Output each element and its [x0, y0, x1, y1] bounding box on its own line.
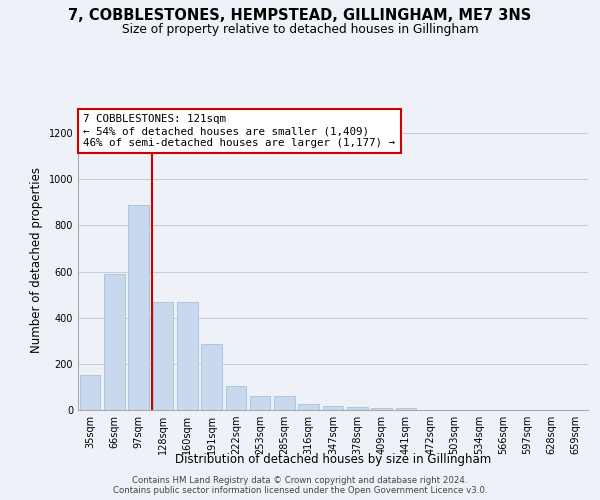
Text: Size of property relative to detached houses in Gillingham: Size of property relative to detached ho…	[122, 22, 478, 36]
Bar	[347, 407, 368, 410]
Bar	[395, 408, 416, 410]
Bar	[128, 204, 149, 410]
Text: 7 COBBLESTONES: 121sqm
← 54% of detached houses are smaller (1,409)
46% of semi-: 7 COBBLESTONES: 121sqm ← 54% of detached…	[83, 114, 395, 148]
Bar	[226, 386, 246, 410]
Text: 7, COBBLESTONES, HEMPSTEAD, GILLINGHAM, ME7 3NS: 7, COBBLESTONES, HEMPSTEAD, GILLINGHAM, …	[68, 8, 532, 22]
Bar	[298, 404, 319, 410]
Text: Contains HM Land Registry data © Crown copyright and database right 2024.
Contai: Contains HM Land Registry data © Crown c…	[113, 476, 487, 495]
Bar	[250, 396, 271, 410]
Bar	[152, 302, 173, 410]
Bar	[274, 396, 295, 410]
Bar	[201, 344, 222, 410]
Bar	[104, 274, 125, 410]
Y-axis label: Number of detached properties: Number of detached properties	[30, 167, 43, 353]
Bar	[177, 302, 197, 410]
Bar	[323, 406, 343, 410]
Bar	[80, 376, 100, 410]
Bar	[371, 408, 392, 410]
Text: Distribution of detached houses by size in Gillingham: Distribution of detached houses by size …	[175, 452, 491, 466]
